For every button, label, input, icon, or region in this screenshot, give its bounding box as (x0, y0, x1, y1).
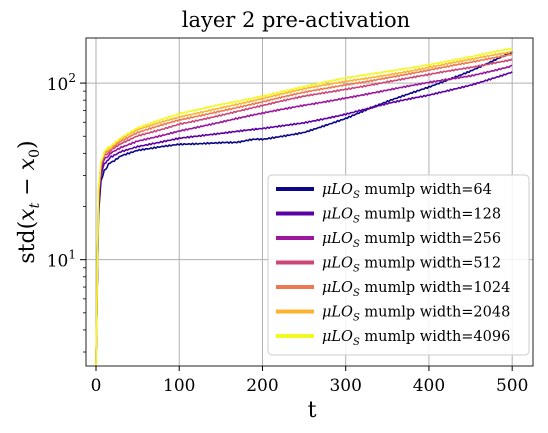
x-ticks: 0 100 200 300 400 500 (91, 366, 528, 396)
x-tick-label: 400 (413, 376, 445, 396)
legend-label: μLOS mumlp width=128 (322, 207, 501, 226)
x-tick-label: 200 (246, 376, 278, 396)
legend-label: μLOS mumlp width=1024 (322, 280, 510, 299)
series-line (95, 53, 513, 367)
series-line (95, 64, 513, 367)
legend-label: μLOS mumlp width=256 (322, 231, 501, 250)
series-line (95, 51, 513, 367)
series-line (95, 47, 513, 367)
y-ticks: 101 102 (47, 71, 86, 353)
legend-label: μLOS mumlp width=4096 (322, 329, 510, 348)
legend-label: μLOS mumlp width=512 (322, 256, 501, 275)
plot-frame (85, 37, 534, 367)
chart-title: layer 2 pre-activation (182, 8, 410, 32)
series-line (95, 58, 513, 367)
series-line (95, 71, 513, 367)
x-tick-label: 500 (496, 376, 528, 396)
y-axis-label: std(xt − x0) (15, 140, 43, 263)
legend: μLOS mumlp width=64 μLOS mumlp width=128 μ… (267, 174, 530, 356)
x-tick-label: 100 (163, 376, 195, 396)
legend-box (267, 174, 530, 356)
x-axis-label: t (308, 398, 317, 423)
x-tick-label: 300 (329, 376, 361, 396)
series-line (95, 50, 513, 367)
x-tick-label: 0 (91, 376, 102, 396)
y-tick-label: 101 (47, 248, 76, 272)
y-tick-label: 102 (47, 71, 76, 95)
legend-label: μLOS mumlp width=64 (322, 182, 492, 201)
legend-label: μLOS mumlp width=2048 (322, 305, 510, 324)
series-lines (95, 47, 513, 367)
